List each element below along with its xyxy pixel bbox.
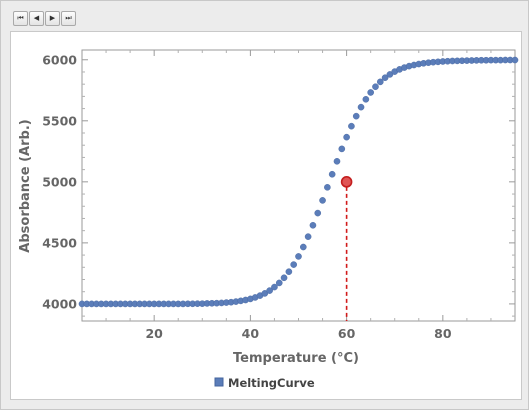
- data-point: [343, 133, 350, 141]
- legend: MeltingCurve: [214, 376, 315, 390]
- data-point: [280, 274, 288, 282]
- highlight-group: [340, 176, 353, 321]
- data-point: [300, 243, 307, 251]
- y-tick-label: 4000: [42, 296, 77, 311]
- plot-frame: [81, 49, 516, 322]
- x-axis-label: Temperature (°C): [233, 351, 359, 366]
- data-point: [266, 287, 273, 294]
- legend-swatch: [214, 377, 224, 387]
- y-tick-label: 6000: [42, 52, 77, 67]
- next-frame-button[interactable]: ▶: [45, 11, 60, 26]
- y-axis-label: Absorbance (Arb.): [18, 119, 33, 252]
- data-point: [328, 170, 336, 178]
- data-point: [285, 268, 293, 275]
- data-point: [338, 145, 346, 153]
- data-point: [271, 283, 278, 291]
- melting-curve-chart: 20 40 60 80 4000 4500 5000 5500 6000 Temperature…: [18, 49, 519, 390]
- data-point: [314, 209, 322, 217]
- y-tick-label: 4500: [42, 235, 77, 250]
- data-point: [381, 74, 389, 82]
- data-point: [290, 261, 297, 268]
- data-point: [348, 122, 355, 130]
- data-point: [295, 253, 302, 260]
- data-point: [372, 83, 379, 91]
- x-tick-label: 40: [242, 326, 260, 341]
- first-frame-button[interactable]: ⏮: [13, 11, 28, 26]
- x-tick-label: 60: [338, 326, 356, 341]
- data-point: [367, 89, 374, 96]
- data-point: [333, 158, 341, 165]
- data-point: [357, 103, 365, 111]
- data-point: [304, 233, 312, 240]
- data-points: [78, 56, 519, 308]
- x-tick-label: 80: [434, 326, 452, 341]
- data-point: [362, 96, 370, 103]
- legend-label: MeltingCurve: [228, 376, 315, 390]
- data-point: [376, 78, 384, 86]
- data-point: [319, 197, 326, 204]
- axes: 20 40 60 80 4000 4500 5000 5500 6000: [42, 49, 516, 341]
- last-frame-button[interactable]: ⏭: [61, 11, 76, 26]
- plot-panel: 20 40 60 80 4000 4500 5000 5500 6000 Temperature…: [10, 31, 522, 400]
- highlight-point: [340, 176, 353, 188]
- data-point: [309, 221, 317, 229]
- data-point: [324, 184, 331, 191]
- x-tick-label: 20: [145, 326, 163, 341]
- previous-frame-button[interactable]: ◀: [29, 11, 44, 26]
- data-point: [275, 279, 283, 287]
- y-tick-label: 5500: [42, 113, 77, 128]
- data-point: [511, 56, 519, 64]
- y-tick-label: 5000: [42, 174, 77, 189]
- animation-controls: ⏮ ◀ ▶ ⏭: [13, 11, 77, 26]
- data-point: [352, 112, 360, 120]
